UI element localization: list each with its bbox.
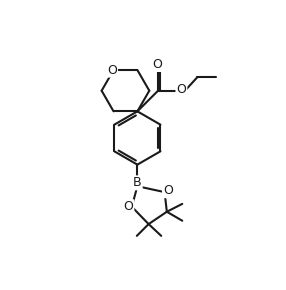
Text: O: O — [163, 184, 173, 197]
Text: O: O — [107, 64, 117, 77]
Text: O: O — [124, 200, 133, 213]
Text: O: O — [153, 58, 162, 71]
Text: B: B — [133, 176, 142, 189]
Text: O: O — [176, 83, 186, 96]
